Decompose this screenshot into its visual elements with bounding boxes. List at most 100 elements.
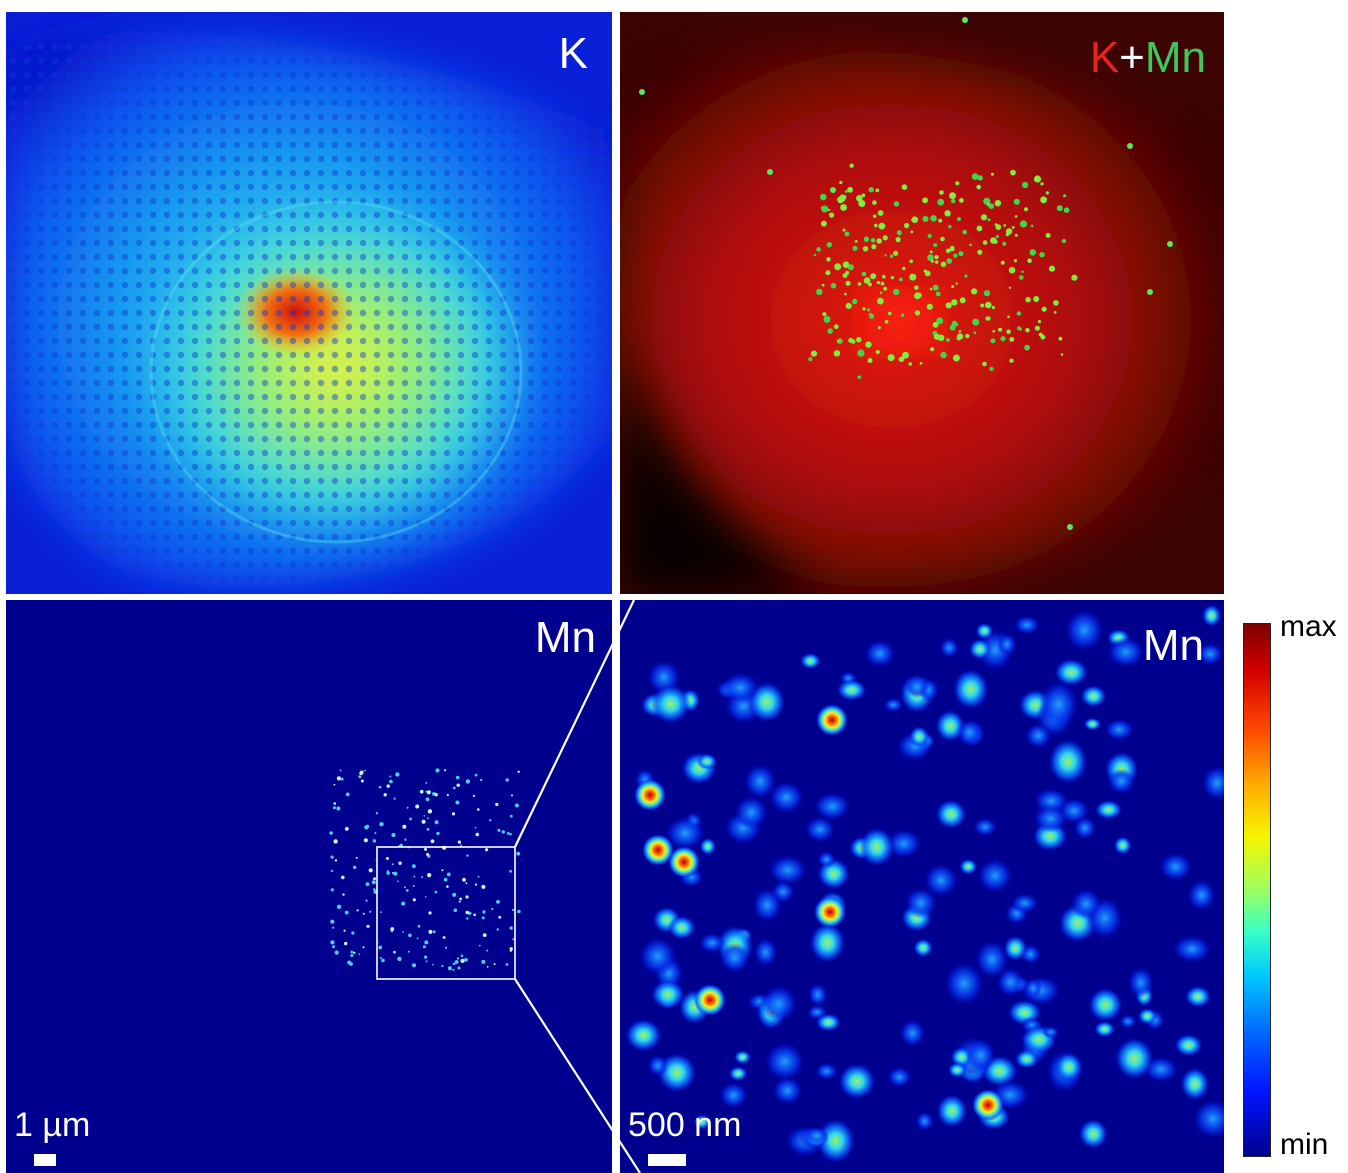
mn-blob [1014,1049,1039,1069]
mn-dot [350,950,354,954]
mn-dot [821,205,829,213]
mn-dot [1045,233,1051,238]
mn-dot [453,908,458,913]
mn-dot [910,230,914,234]
mn-dot [349,962,353,966]
mn-blob [809,922,846,963]
mn-dot [951,285,955,288]
mn-dot [884,319,889,324]
mn-dot [408,933,412,938]
mn-dot [404,838,407,841]
mn-dot [1048,265,1056,272]
mn-dot [816,288,823,296]
mn-blob [753,938,778,967]
mn-dot [482,933,487,937]
mn-dot [332,926,335,929]
mn-blob [1107,637,1145,668]
mn-dot [344,941,348,946]
mn-blob [1094,800,1123,820]
mn-blob [734,1050,752,1065]
mn-dot [869,313,875,319]
mn-dot [343,929,346,932]
mn-dot [1000,260,1005,265]
mn-dot [506,832,510,835]
mn-dot [995,235,999,239]
mn-dot [372,839,377,843]
mn-dot [1039,252,1045,258]
mn-dot [940,351,947,359]
mn-dot [948,225,952,229]
scalebar-1um-text: 1 µm [14,1106,91,1144]
mn-dot [465,882,468,885]
mn-dot [424,896,427,898]
mn-dot [1017,326,1021,331]
mn-dot [342,893,345,896]
mn-dot [989,366,994,372]
mn-dot [509,814,513,818]
mn-dot [1041,306,1047,312]
mn-dot [936,317,944,325]
mn-dot [478,944,481,947]
mn-dot [458,900,461,903]
mn-blob-hot [634,779,666,811]
mn-dot [837,196,844,204]
mn-dot [845,302,852,309]
mn-dot [371,880,376,885]
mn-dot [379,956,382,959]
mn-dot [1019,275,1024,280]
mn-dot [1033,175,1042,183]
k-map-image [6,12,612,594]
mn-dot [466,854,469,857]
mn-blob [975,622,994,640]
mn-dot [496,900,500,904]
mn-blob [883,698,904,712]
mn-dot [875,349,880,355]
mn-dot [385,857,389,860]
mn-dot [389,779,393,784]
mn-dot [419,789,424,794]
mn-dot [1040,196,1047,204]
mn-dot [844,190,848,193]
mn-dot [427,873,432,878]
mn-dot [514,803,519,808]
mn-dot [873,214,877,218]
mn-dot [927,254,934,261]
mn-dot [908,362,912,366]
mn-dot [863,236,870,242]
mn-dot [330,888,334,892]
mn-dot [639,89,645,95]
mn-dot [424,847,427,851]
mn-blob [693,1114,711,1130]
mn-blob [1080,685,1107,708]
k-mn-overlay-panel: K+Mn [620,12,1224,594]
mn-dot [455,800,460,805]
mn-dot [340,777,344,781]
mn-dot [889,254,894,258]
mn-blob [977,858,1013,893]
mn-blob [668,915,696,940]
mn-dot [919,361,923,365]
mn-dot [842,261,850,268]
mn-dot [862,307,866,311]
mn-dot [827,208,831,212]
mn-blob [728,1066,748,1081]
mn-dot [368,868,373,873]
mn-dot [872,200,877,205]
mn-blob [915,1111,934,1131]
mn-blob [1114,1037,1154,1080]
mn-dot [1009,337,1015,342]
mn-small-dots [329,768,521,971]
mn-dot [415,804,420,809]
mn-dot [491,907,494,911]
mn-dot [434,890,438,894]
mn-dot [405,889,409,892]
mn-dot [446,872,451,877]
colorbar-max-label: max [1280,610,1337,643]
mn-dot [893,250,899,256]
mn-blob [1201,604,1222,627]
mn-dot [425,960,428,963]
mn-dot [336,776,341,781]
mn-dot [896,230,902,236]
mn-dot [959,297,966,304]
mn-dot [452,968,455,971]
